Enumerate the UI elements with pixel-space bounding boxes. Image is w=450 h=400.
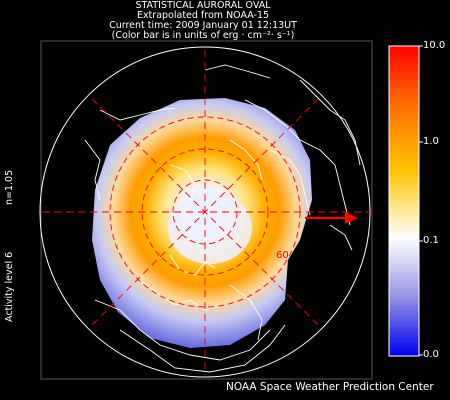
colorbar [388,45,420,357]
map-border [40,40,373,380]
colorbar-tick-min: 0.0 [423,349,439,360]
colorbar-tick-max: 10.0 [423,40,446,51]
title-line-4: (Color bar is in units of erg · cm⁻²· s⁻… [111,30,295,41]
title-line-3: Current time: 2009 January 01 12:13UT [109,20,297,31]
latitude-label: 60 [276,250,289,261]
title-line-1: STATISTICAL AURORAL OVAL [135,0,271,11]
coastlines [84,64,361,373]
index-label: n=1.05 [4,169,15,205]
plot-title: STATISTICAL AURORAL OVAL Extrapolated fr… [0,1,406,41]
colorbar-ticks [419,45,423,356]
horizon-circle [39,46,371,378]
polar-cap [168,192,252,264]
colorbar-tick-1: 1.0 [423,136,439,147]
title-line-2: Extrapolated from NOAA-15 [136,10,270,21]
credit-text: NOAA Space Weather Prediction Center [226,381,434,393]
meridian-grid [42,50,370,375]
colorbar-tick-0-1: 0.1 [423,235,439,246]
activity-label: Activity level 6 [4,251,15,322]
sun-direction-arrow [305,212,358,224]
